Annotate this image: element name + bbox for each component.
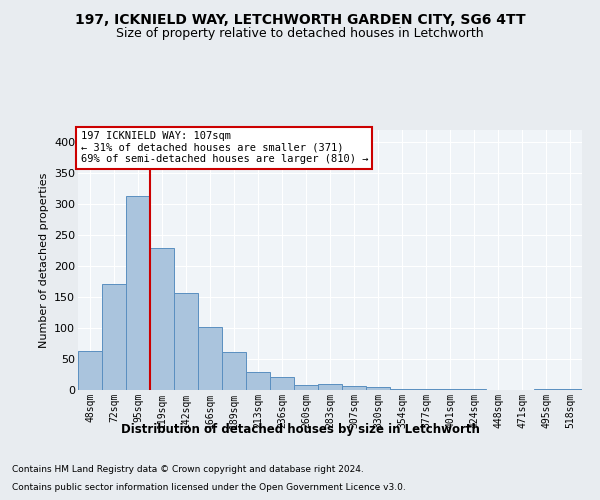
Text: 197 ICKNIELD WAY: 107sqm
← 31% of detached houses are smaller (371)
69% of semi-: 197 ICKNIELD WAY: 107sqm ← 31% of detach… bbox=[80, 132, 368, 164]
Bar bbox=[534, 389, 558, 390]
Bar bbox=[174, 294, 198, 390]
Bar bbox=[198, 327, 222, 390]
Bar bbox=[126, 196, 150, 390]
Bar bbox=[150, 248, 174, 390]
Bar bbox=[222, 352, 246, 390]
Text: Contains public sector information licensed under the Open Government Licence v3: Contains public sector information licen… bbox=[12, 482, 406, 492]
Bar bbox=[102, 284, 126, 390]
Text: Size of property relative to detached houses in Letchworth: Size of property relative to detached ho… bbox=[116, 28, 484, 40]
Bar bbox=[366, 387, 390, 390]
Bar bbox=[318, 384, 342, 390]
Bar bbox=[78, 351, 102, 390]
Text: 197, ICKNIELD WAY, LETCHWORTH GARDEN CITY, SG6 4TT: 197, ICKNIELD WAY, LETCHWORTH GARDEN CIT… bbox=[74, 12, 526, 26]
Bar bbox=[342, 386, 366, 390]
Text: Contains HM Land Registry data © Crown copyright and database right 2024.: Contains HM Land Registry data © Crown c… bbox=[12, 465, 364, 474]
Text: Distribution of detached houses by size in Letchworth: Distribution of detached houses by size … bbox=[121, 422, 479, 436]
Bar bbox=[270, 377, 294, 390]
Y-axis label: Number of detached properties: Number of detached properties bbox=[38, 172, 49, 348]
Bar bbox=[390, 389, 414, 390]
Bar bbox=[294, 385, 318, 390]
Bar bbox=[246, 372, 270, 390]
